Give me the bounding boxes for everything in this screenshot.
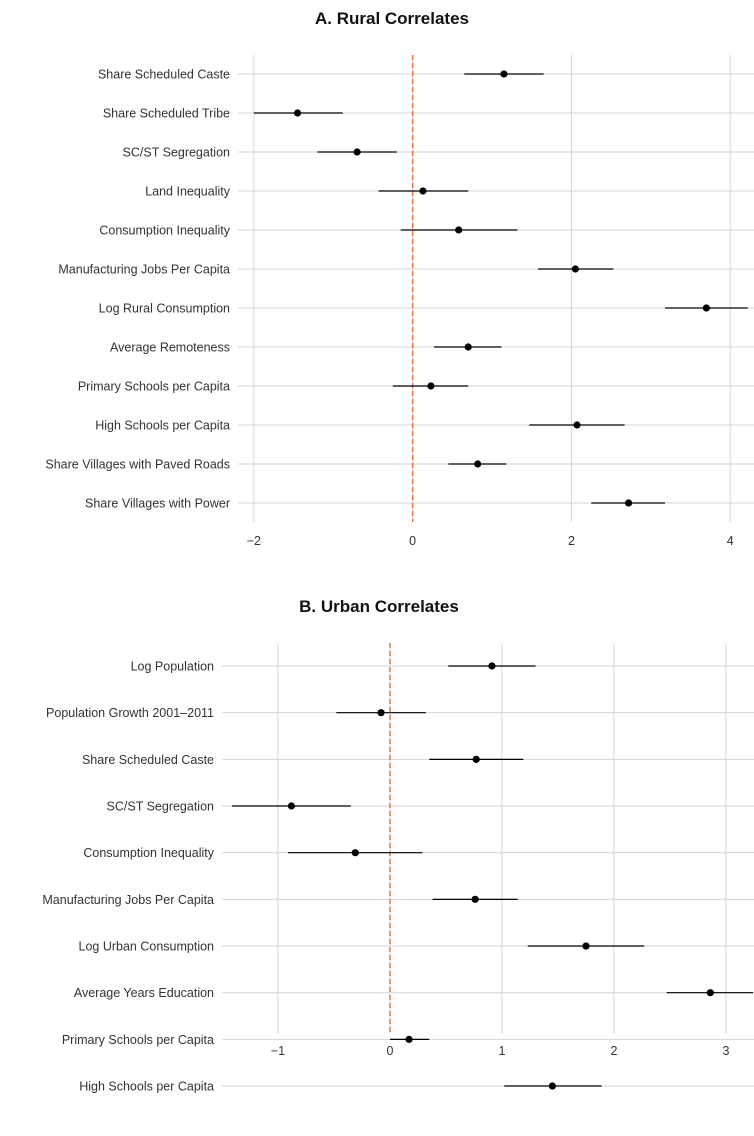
urban-point-estimate xyxy=(405,1035,413,1043)
urban-x-tick-label: 3 xyxy=(723,1044,730,1058)
rural-row-label: Share Villages with Paved Roads xyxy=(45,458,230,472)
rural-point-estimate xyxy=(500,70,508,78)
urban-point-estimate xyxy=(471,895,479,903)
urban-row-label: Manufacturing Jobs Per Capita xyxy=(42,893,214,907)
rural-point-estimate xyxy=(474,460,482,468)
urban-row-label: Primary Schools per Capita xyxy=(62,1033,214,1047)
urban-row-label: SC/ST Segregation xyxy=(107,800,215,814)
rural-point-estimate xyxy=(419,187,427,195)
rural-row-label: Primary Schools per Capita xyxy=(78,380,230,394)
rural-row-label: Share Villages with Power xyxy=(85,497,230,511)
rural-row-label: Land Inequality xyxy=(145,185,231,199)
rural-row-label: Consumption Inequality xyxy=(99,224,230,238)
rural-x-tick-label: 4 xyxy=(727,534,734,548)
rural-point-estimate xyxy=(293,109,302,117)
rural-x-tick-label: 2 xyxy=(568,534,575,548)
panel-a-title: A. Rural Correlates xyxy=(315,9,469,28)
rural-point-estimate xyxy=(455,226,463,234)
rural-point-estimate xyxy=(702,304,710,312)
rural-x-tick-label: −2 xyxy=(247,534,261,548)
urban-point-estimate xyxy=(488,662,496,670)
rural-point-estimate xyxy=(571,265,579,273)
urban-row-label: Average Years Education xyxy=(74,986,214,1000)
rural-point-estimate xyxy=(464,343,472,351)
rural-row-label: SC/ST Segregation xyxy=(123,146,231,160)
panel-rural-correlates: A. Rural Correlates −2 0 2 4 Share Scheduled… xyxy=(45,9,754,548)
urban-point-estimate xyxy=(287,802,296,810)
rural-row-label: Share Scheduled Tribe xyxy=(103,107,230,121)
urban-point-estimate xyxy=(706,989,714,997)
rural-point-estimate xyxy=(624,499,633,507)
rural-row-label: Share Scheduled Caste xyxy=(98,68,230,82)
rural-row-label: Log Rural Consumption xyxy=(99,302,230,316)
rural-row-label: Average Remoteness xyxy=(110,341,230,355)
urban-row-label: Consumption Inequality xyxy=(83,846,214,860)
rural-row-label: High Schools per Capita xyxy=(95,419,230,433)
urban-row-label: Log Population xyxy=(131,660,214,674)
urban-point-estimate xyxy=(582,942,590,950)
urban-x-tick-label: 0 xyxy=(387,1044,394,1058)
urban-point-estimate xyxy=(472,755,480,763)
urban-point-estimate xyxy=(548,1082,557,1090)
urban-x-tick-label: −1 xyxy=(271,1044,285,1058)
rural-row-label: Manufacturing Jobs Per Capita xyxy=(58,263,230,277)
urban-row-label: Population Growth 2001–2011 xyxy=(46,706,214,720)
urban-row-label: High Schools per Capita xyxy=(79,1080,214,1094)
panel-urban-correlates: B. Urban Correlates −1 0 1 2 3 Log Population… xyxy=(42,597,754,1094)
rural-point-estimate xyxy=(353,148,361,156)
urban-x-tick-label: 1 xyxy=(499,1044,506,1058)
urban-point-estimate xyxy=(377,709,385,717)
urban-point-estimate xyxy=(351,849,359,857)
urban-x-tick-label: 2 xyxy=(611,1044,618,1058)
rural-x-tick-label: 0 xyxy=(409,534,416,548)
panel-b-title: B. Urban Correlates xyxy=(299,597,459,616)
urban-row-label: Share Scheduled Caste xyxy=(82,753,214,767)
rural-point-estimate xyxy=(573,421,581,429)
urban-row-label: Log Urban Consumption xyxy=(79,940,215,954)
rural-point-estimate xyxy=(427,382,435,390)
